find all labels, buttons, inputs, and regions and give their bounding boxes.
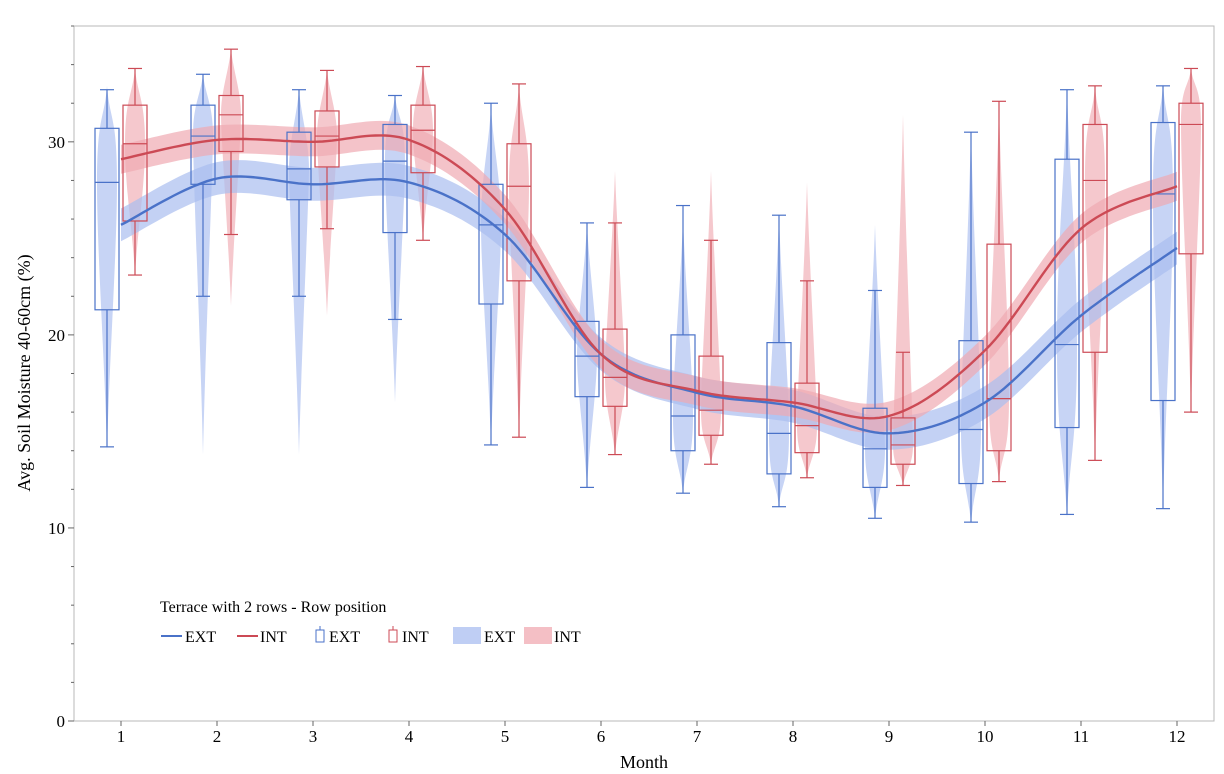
box-ext-month-11 <box>1054 89 1080 516</box>
x-tick-label: 11 <box>1073 727 1089 746</box>
legend-box-int-label: INT <box>402 629 429 646</box>
smoother-line-int <box>120 134 1178 420</box>
x-axis-title: Month <box>620 752 668 772</box>
box-ext-month-3 <box>286 89 312 297</box>
box-ext-month-5 <box>478 102 504 446</box>
x-tick-label: 9 <box>885 727 894 746</box>
x-tick-label: 12 <box>1169 727 1186 746</box>
box-ext-month-8 <box>766 214 792 508</box>
box-ext-month-1 <box>94 89 120 448</box>
violin-int-month-12 <box>1181 68 1201 413</box>
legend-band-ext-swatch <box>453 627 481 644</box>
box-int-month-11 <box>1082 85 1108 461</box>
box-int-month-6 <box>602 222 628 456</box>
violin-int-month-9 <box>893 114 913 486</box>
violin-ext-month-11 <box>1057 87 1077 519</box>
y-tick-label: 10 <box>48 519 65 538</box>
x-tick-label: 6 <box>597 727 606 746</box>
y-axis-title: Avg. Soil Moisture 40-60cm (%) <box>14 254 35 491</box>
x-tick-label: 7 <box>693 727 702 746</box>
y-tick-label: 30 <box>48 133 65 152</box>
x-tick-label: 4 <box>405 727 414 746</box>
box-ext-month-9 <box>862 289 888 519</box>
legend-box-ext-swatch <box>315 626 325 643</box>
x-tick-label: 3 <box>309 727 318 746</box>
x-tick-label: 10 <box>977 727 994 746</box>
x-tick-label: 2 <box>213 727 222 746</box>
violin-int-month-11 <box>1085 85 1105 461</box>
violin-ext-month-1 <box>97 85 117 451</box>
legend-title: Terrace with 2 rows - Row position <box>160 599 386 616</box>
band-int <box>121 120 1177 433</box>
legend-band-int-swatch <box>524 627 552 644</box>
box-int-month-8 <box>794 280 820 479</box>
legend-line-ext-label: EXT <box>185 629 216 646</box>
y-tick-label: 20 <box>48 326 65 345</box>
y-tick-label: 0 <box>57 712 66 731</box>
box-int-month-12 <box>1178 67 1204 413</box>
legend-box-int-swatch <box>388 626 398 643</box>
legend-box-ext-label: EXT <box>329 629 360 646</box>
box-ext-month-6 <box>574 222 600 489</box>
x-tick-label: 5 <box>501 727 510 746</box>
box-int-month-1 <box>122 67 148 276</box>
violin-int-month-1 <box>125 68 145 276</box>
violin-ext-month-7 <box>673 219 693 494</box>
box-int-month-4 <box>410 65 436 241</box>
box-int-month-5 <box>506 83 532 438</box>
box-int-month-9 <box>890 351 916 487</box>
legend-band-ext-label: EXT <box>484 629 515 646</box>
legend-band-int-label: INT <box>554 629 581 646</box>
x-tick-label: 1 <box>117 727 126 746</box>
box-ext-month-10 <box>958 131 984 523</box>
legend-line-int-label: INT <box>260 629 287 646</box>
box-ext-month-12 <box>1150 85 1176 510</box>
x-tick-label: 8 <box>789 727 798 746</box>
legend: Terrace with 2 rows - Row position EXT I… <box>160 599 581 646</box>
box-int-month-2 <box>218 48 244 236</box>
